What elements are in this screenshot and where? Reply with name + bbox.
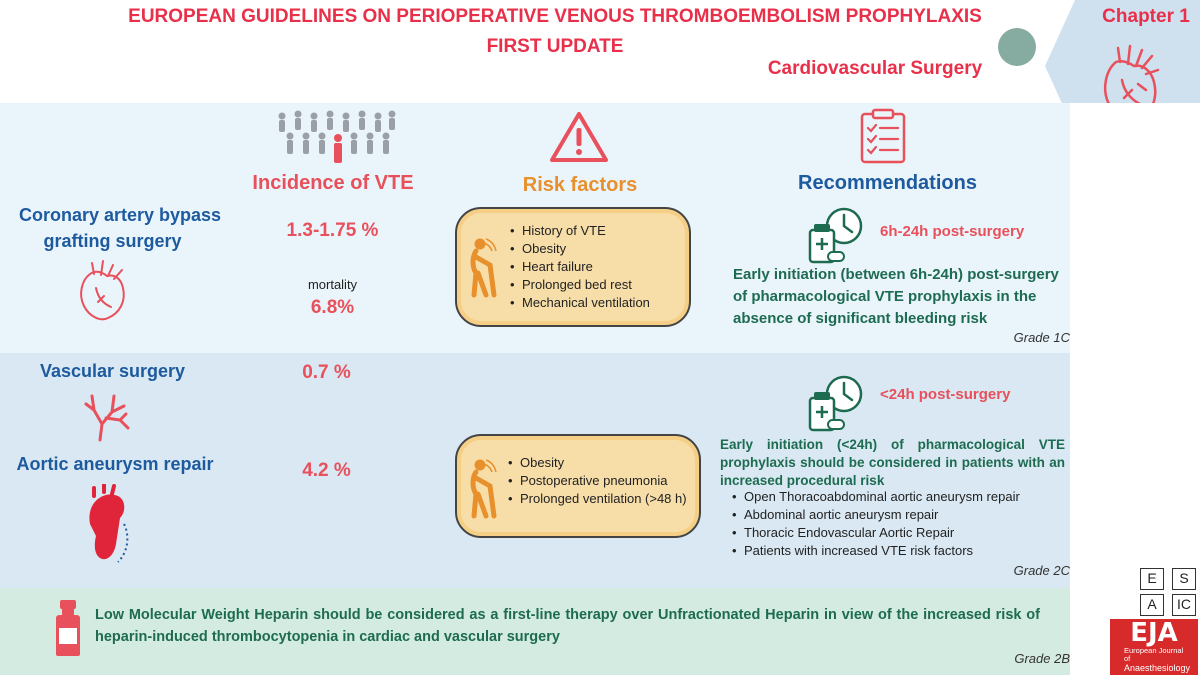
medication-clock-icon	[808, 375, 863, 432]
chapter-label: Chapter 1	[1102, 6, 1190, 27]
population-icon	[278, 110, 396, 163]
heart-icon	[80, 260, 125, 321]
rec-list-item: Abdominal aortic aneurysm repair	[730, 506, 1070, 524]
eja-logo: EJA European Journal of Anaesthesiology	[1110, 619, 1198, 675]
elderly-person-icon	[470, 238, 497, 298]
chapter-hexagon	[1045, 0, 1200, 132]
recommendations-header: Recommendations	[798, 172, 977, 194]
vascular-incidence: 0.7 %	[302, 362, 351, 383]
vial-icon	[56, 600, 80, 656]
lmwh-text: Low Molecular Weight Heparin should be c…	[95, 607, 1040, 645]
cabg-rec-text: Early initiation (between 6h-24h) post-s…	[733, 266, 1059, 327]
aortic-rec-list: Open Thoracoabdominal aortic aneurysm re…	[730, 488, 1070, 560]
aortic-risk-list: Obesity Postoperative pneumonia Prolonge…	[508, 454, 700, 508]
risk-item: Obesity	[510, 240, 690, 258]
decorative-circle	[998, 28, 1036, 66]
cabg-name-line-2: grafting surgery	[43, 231, 182, 251]
rec-list-item: Open Thoracoabdominal aortic aneurysm re…	[730, 488, 1070, 506]
cabg-mortality-label: mortality	[307, 277, 358, 292]
risk-item: Mechanical ventilation	[510, 294, 690, 312]
page-subtitle: Cardiovascular Surgery	[767, 58, 983, 79]
cabg-rec-time: 6h-24h post-surgery	[880, 223, 1025, 240]
title-line-2: FIRST UPDATE	[486, 36, 624, 57]
elderly-person-icon	[470, 459, 497, 519]
rec-list-item: Thoracic Endovascular Aortic Repair	[730, 524, 1070, 542]
vascular-name: Vascular surgery	[39, 361, 186, 381]
cabg-mortality-value: 6.8%	[310, 297, 355, 318]
risk-item: History of VTE	[510, 222, 690, 240]
risk-item: Heart failure	[510, 258, 690, 276]
risk-factors-header: Risk factors	[522, 174, 638, 196]
esaic-logo-ic: IC	[1172, 594, 1196, 616]
risk-item: Prolonged bed rest	[510, 276, 690, 294]
aorta-icon	[89, 484, 129, 563]
title-line-1: EUROPEAN GUIDELINES ON PERIOPERATIVE VEN…	[128, 6, 982, 27]
cabg-grade: Grade 1C	[1013, 330, 1070, 345]
warning-icon	[550, 112, 608, 162]
cabg-incidence: 1.3-1.75 %	[286, 220, 379, 241]
cabg-risk-list: History of VTE Obesity Heart failure Pro…	[510, 222, 690, 312]
eja-logo-subtitle-3: Anaesthesiology	[1124, 663, 1191, 673]
aortic-name: Aortic aneurysm repair	[16, 454, 214, 474]
eja-logo-title: EJA	[1130, 618, 1178, 648]
esaic-logo-a: A	[1140, 594, 1164, 616]
esaic-logo-s: S	[1172, 568, 1196, 590]
esaic-logo-e: E	[1140, 568, 1164, 590]
eja-logo-subtitle-2: of	[1124, 654, 1131, 663]
risk-item: Obesity	[508, 454, 700, 472]
risk-item: Prolonged ventilation (>48 h)	[508, 490, 700, 508]
aortic-rec-time: <24h post-surgery	[880, 386, 1011, 403]
aortic-grade: Grade 2C	[1013, 563, 1070, 578]
blood-vessel-icon	[84, 394, 130, 442]
aortic-incidence: 4.2 %	[302, 460, 351, 481]
risk-item: Postoperative pneumonia	[508, 472, 700, 490]
aortic-rec-text: Early initiation (<24h) of pharmacologic…	[720, 437, 1065, 488]
clipboard-icon	[860, 108, 906, 164]
incidence-header: Incidence of VTE	[252, 172, 414, 194]
rec-list-item: Patients with increased VTE risk factors	[730, 542, 1070, 560]
lmwh-section	[0, 588, 1200, 675]
eja-logo-subtitle-1: European Journal	[1124, 646, 1184, 655]
medication-clock-icon	[808, 207, 863, 264]
lmwh-grade: Grade 2B	[1014, 651, 1070, 666]
cabg-name-line-1: Coronary artery bypass	[18, 205, 222, 225]
